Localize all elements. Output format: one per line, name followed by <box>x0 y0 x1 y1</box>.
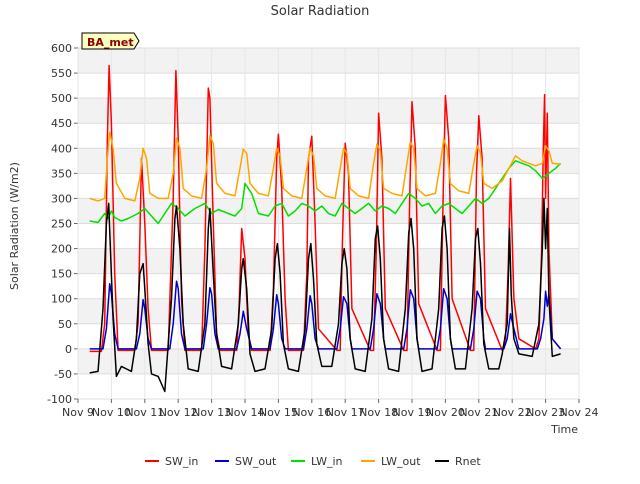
y-tick-label: 200 <box>51 243 72 256</box>
x-tick-label: Nov 22 <box>493 406 532 419</box>
plot-band <box>78 48 579 74</box>
series-lines <box>89 64 562 393</box>
x-tick-label: Nov 12 <box>159 406 198 419</box>
y-tick-label: 550 <box>51 67 72 80</box>
plot-band <box>78 373 579 399</box>
y-tick-label: 50 <box>58 318 72 331</box>
series-line-lw-in <box>89 160 562 225</box>
plot-band <box>78 348 579 374</box>
y-tick-label: -100 <box>47 393 72 406</box>
site-label: BA_met <box>87 36 134 49</box>
x-tick-label: Nov 14 <box>226 406 265 419</box>
chart-title: Solar Radiation <box>271 4 370 19</box>
plot-band <box>78 148 579 174</box>
x-tick-label: Nov 23 <box>526 406 565 419</box>
y-tick-label: 0 <box>65 343 72 356</box>
x-tick-label: Nov 18 <box>359 406 398 419</box>
x-tick-label: Nov 13 <box>192 406 231 419</box>
y-tick-label: 100 <box>51 293 72 306</box>
y-tick-label: 600 <box>51 42 72 55</box>
site-label-box: BA_met <box>81 32 140 50</box>
y-tick-label: 250 <box>51 218 72 231</box>
x-tick-label: Nov 16 <box>292 406 331 419</box>
plot-band <box>78 98 579 124</box>
legend-label-sw-out: SW_out <box>235 455 277 468</box>
plot-band <box>78 298 579 324</box>
y-axis-label: Solar Radiation (W/m2) <box>8 162 21 290</box>
x-tick-label: Nov 11 <box>125 406 164 419</box>
plot-band <box>78 223 579 249</box>
legend-label-lw-out: LW_out <box>381 455 421 468</box>
x-tick-label: Nov 20 <box>426 406 465 419</box>
y-tick-label: 300 <box>51 192 72 205</box>
y-tick-label: 500 <box>51 92 72 105</box>
y-tick-label: 150 <box>51 268 72 281</box>
x-tick-label: Nov 17 <box>326 406 365 419</box>
plot-background-bands <box>78 48 579 399</box>
plot-band <box>78 73 579 99</box>
legend: SW_in SW_out LW_in LW_out Rnet <box>145 455 481 468</box>
y-tick-label: 450 <box>51 117 72 130</box>
y-tick-label: 350 <box>51 167 72 180</box>
x-tick-label: Nov 21 <box>459 406 498 419</box>
x-tick-label: Nov 15 <box>259 406 298 419</box>
legend-label-rnet: Rnet <box>455 455 481 468</box>
x-tick-label: Nov 9 <box>62 406 94 419</box>
plot-band <box>78 123 579 149</box>
x-tick-label: Nov 10 <box>92 406 131 419</box>
x-tick-label: Nov 19 <box>393 406 432 419</box>
series-line-rnet <box>89 197 561 393</box>
plot-band <box>78 323 579 349</box>
legend-label-sw-in: SW_in <box>165 455 198 468</box>
legend-label-lw-in: LW_in <box>311 455 343 468</box>
x-tick-label: Nov 24 <box>560 406 599 419</box>
plot-band <box>78 273 579 299</box>
plot-band <box>78 248 579 274</box>
plot-band <box>78 198 579 224</box>
x-axis-label: Time <box>550 423 578 436</box>
y-tick-label: -50 <box>54 368 72 381</box>
y-axis-ticks: -100 -50 0 50 100 150 200 250 300 350 400 450 500 550… <box>47 42 579 406</box>
series-line-lw-out <box>89 131 561 202</box>
series-line-sw-in <box>89 64 562 353</box>
y-tick-label: 400 <box>51 142 72 155</box>
